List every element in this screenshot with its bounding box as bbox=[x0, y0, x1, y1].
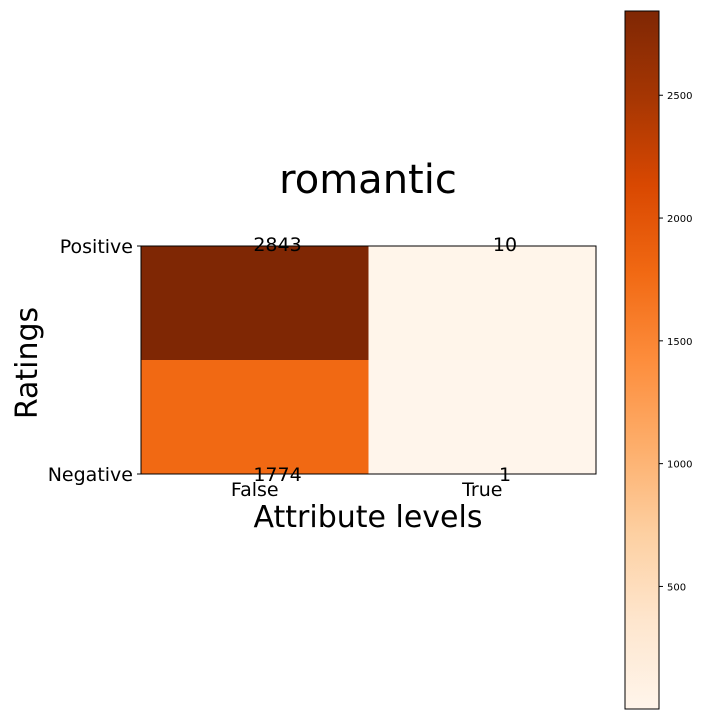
heatmap-cell bbox=[368, 360, 596, 474]
y-tick-label: Positive bbox=[60, 236, 133, 258]
x-tick-label: True bbox=[461, 479, 502, 501]
cell-value-label: 10 bbox=[493, 234, 517, 256]
x-tick-labels: False True bbox=[231, 479, 503, 501]
x-axis-label: Attribute levels bbox=[254, 500, 483, 535]
cell-value-label: 1 bbox=[499, 464, 511, 486]
heatmap-cell bbox=[141, 360, 369, 474]
cell-value-label: 1774 bbox=[253, 464, 301, 486]
cell-value-label: 2843 bbox=[253, 234, 301, 256]
cell-value-labels: 2843 10 1774 1 bbox=[253, 234, 517, 486]
colorbar-tick-label: 1000 bbox=[667, 460, 692, 471]
colorbar-ticks: 500 1000 1500 2000 2500 bbox=[659, 91, 692, 593]
heatmap-cells bbox=[141, 246, 596, 474]
colorbar-tick-label: 1500 bbox=[667, 337, 692, 348]
chart-title: romantic bbox=[279, 157, 457, 203]
colorbar-tick-label: 2000 bbox=[667, 214, 692, 225]
x-tick-label: False bbox=[231, 479, 279, 501]
colorbar-tick-label: 500 bbox=[667, 582, 686, 593]
heatmap-cell bbox=[368, 246, 596, 360]
y-axis-label: Ratings bbox=[10, 307, 45, 419]
y-tick-labels: Positive Negative bbox=[48, 236, 141, 486]
y-tick-label: Negative bbox=[48, 464, 133, 486]
colorbar-tick-label: 2500 bbox=[667, 91, 692, 102]
colorbar bbox=[624, 10, 660, 710]
heatmap-cell bbox=[141, 246, 369, 360]
plot-frame bbox=[140, 245, 597, 475]
